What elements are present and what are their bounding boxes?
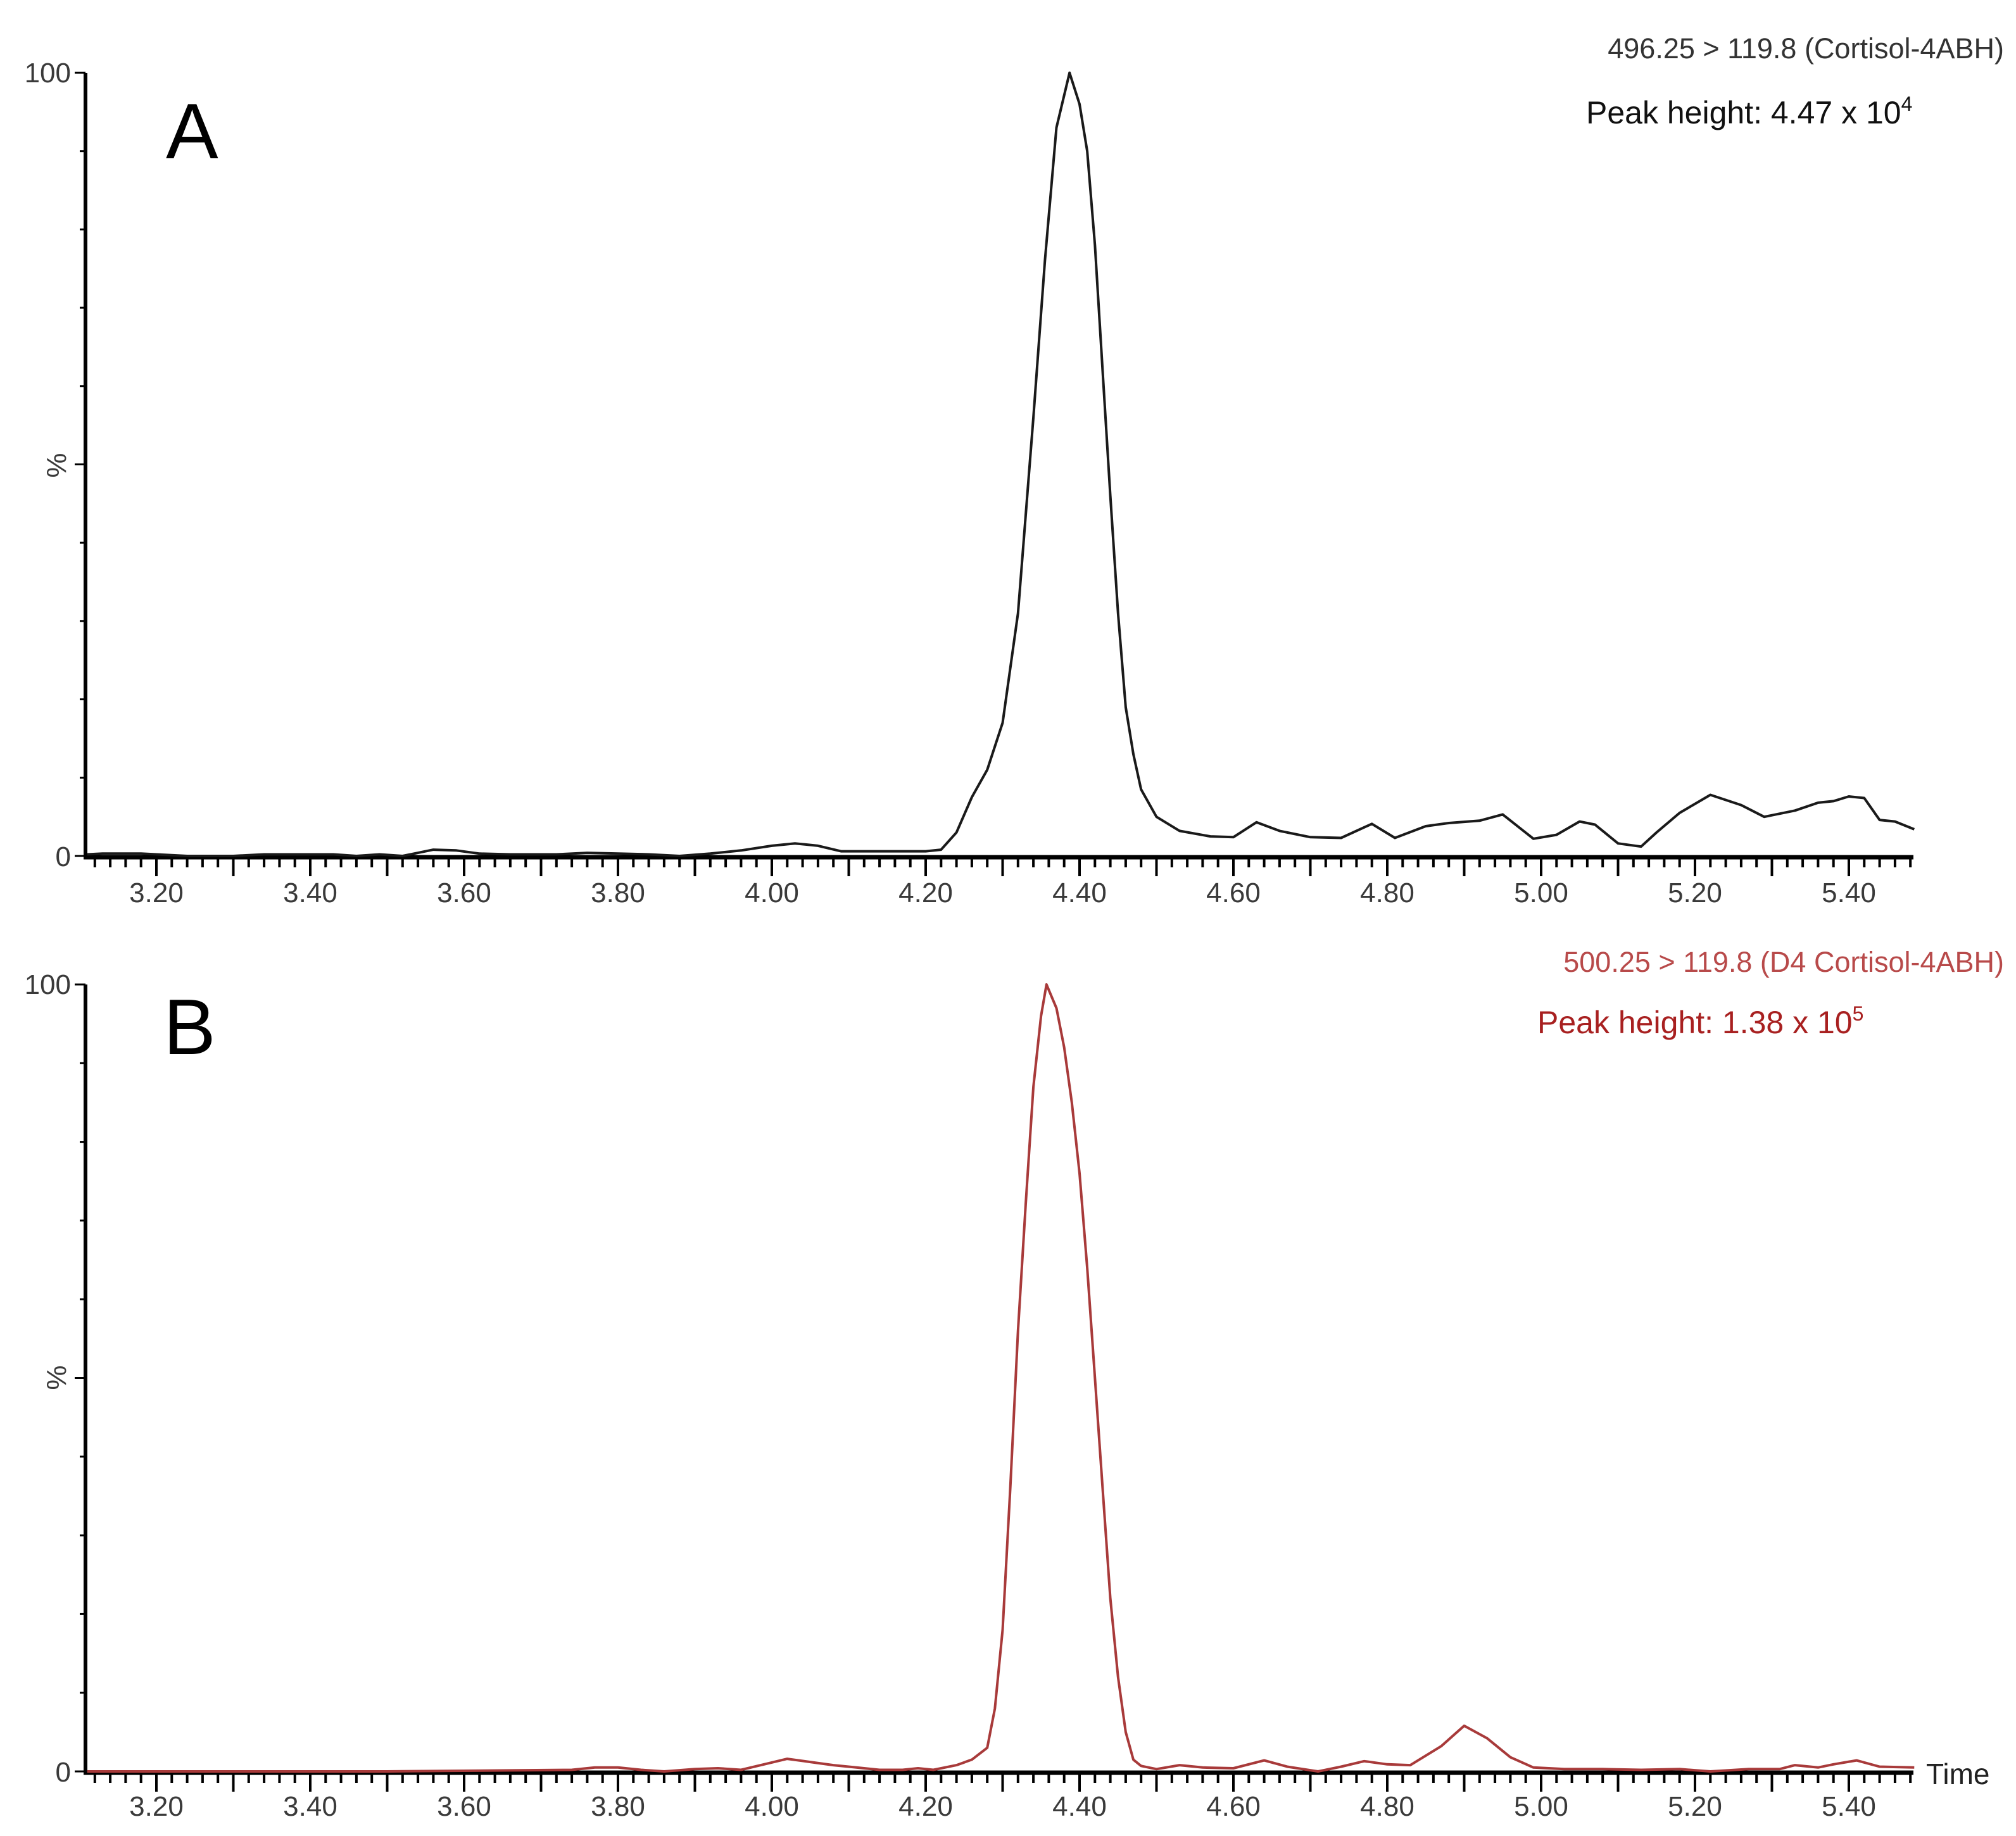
x-tick-label: 5.00	[1514, 877, 1568, 909]
x-tick-label: 3.20	[129, 877, 184, 909]
x-tick-label: 3.60	[437, 877, 491, 909]
x-axis-ticks-b	[93, 1773, 1912, 1792]
peak-height-b-text: Peak height: 1.38 x 10	[1537, 1005, 1853, 1040]
x-tick-label: 3.60	[437, 1791, 491, 1822]
x-tick-labels-b: 3.20 3.40 3.60 3.80 4.00 4.20 4.40 4.60 4.80 5.00…	[129, 1791, 1876, 1822]
y-tick-label-100-a: 100	[25, 58, 71, 89]
x-tick-label: 5.40	[1822, 1791, 1876, 1822]
y-tick-label-0-a: 0	[56, 841, 71, 872]
peak-height-a-text: Peak height: 4.47 x 10	[1586, 95, 1901, 130]
x-tick-label: 5.20	[1668, 1791, 1722, 1822]
peak-height-b-exponent: 5	[1853, 1002, 1864, 1025]
x-tick-label: 4.40	[1052, 1791, 1107, 1822]
y-axis-label-b: %	[41, 1365, 72, 1390]
x-axis-ticks-a	[93, 857, 1912, 876]
x-tick-label: 3.20	[129, 1791, 184, 1822]
x-tick-label: 4.80	[1360, 877, 1414, 909]
x-tick-label: 4.80	[1360, 1791, 1414, 1822]
x-tick-label: 4.20	[898, 1791, 953, 1822]
x-tick-label: 3.80	[591, 877, 645, 909]
peak-height-b: Peak height: 1.38 x 105	[1537, 1002, 1863, 1040]
x-tick-label: 4.60	[1206, 1791, 1261, 1822]
transition-title-b: 500.25 > 119.8 (D4 Cortisol-4ABH)	[1563, 946, 2004, 978]
x-tick-label: 5.20	[1668, 877, 1722, 909]
chromatogram-panel-b: 100 0 % 3.20 3.40 3.60 3.80 4.00 4.20 4.40 4.60…	[25, 946, 2004, 1822]
x-tick-label: 5.00	[1514, 1791, 1568, 1822]
x-axis-label-time: Time	[1926, 1757, 1990, 1790]
x-tick-label: 3.40	[283, 877, 337, 909]
x-tick-label: 5.40	[1822, 877, 1876, 909]
y-tick-label-0-b: 0	[56, 1757, 71, 1788]
x-tick-label: 4.00	[745, 1791, 799, 1822]
x-tick-label: 3.80	[591, 1791, 645, 1822]
trace-a	[87, 72, 1915, 857]
panel-label-b: B	[163, 984, 216, 1071]
transition-title-a: 496.25 > 119.8 (Cortisol-4ABH)	[1608, 32, 2004, 65]
x-tick-label: 4.00	[745, 877, 799, 909]
y-tick-label-100-b: 100	[25, 969, 71, 1000]
peak-height-a: Peak height: 4.47 x 104	[1586, 92, 1912, 130]
y-axis-label-a: %	[41, 453, 72, 477]
x-tick-label: 4.20	[898, 877, 953, 909]
x-tick-label: 3.40	[283, 1791, 337, 1822]
panel-label-a: A	[166, 88, 218, 175]
x-tick-label: 4.60	[1206, 877, 1261, 909]
trace-b	[87, 983, 1915, 1773]
chromatogram-panel-a: 100 0 % 3.20 3.40 3.60 3.80 4.00 4.20 4.40 4.60…	[25, 32, 2004, 909]
peak-height-a-exponent: 4	[1901, 92, 1913, 115]
x-tick-labels-a: 3.20 3.40 3.60 3.80 4.00 4.20 4.40 4.60 4.80 5.00…	[129, 877, 1876, 909]
x-tick-label: 4.40	[1052, 877, 1107, 909]
